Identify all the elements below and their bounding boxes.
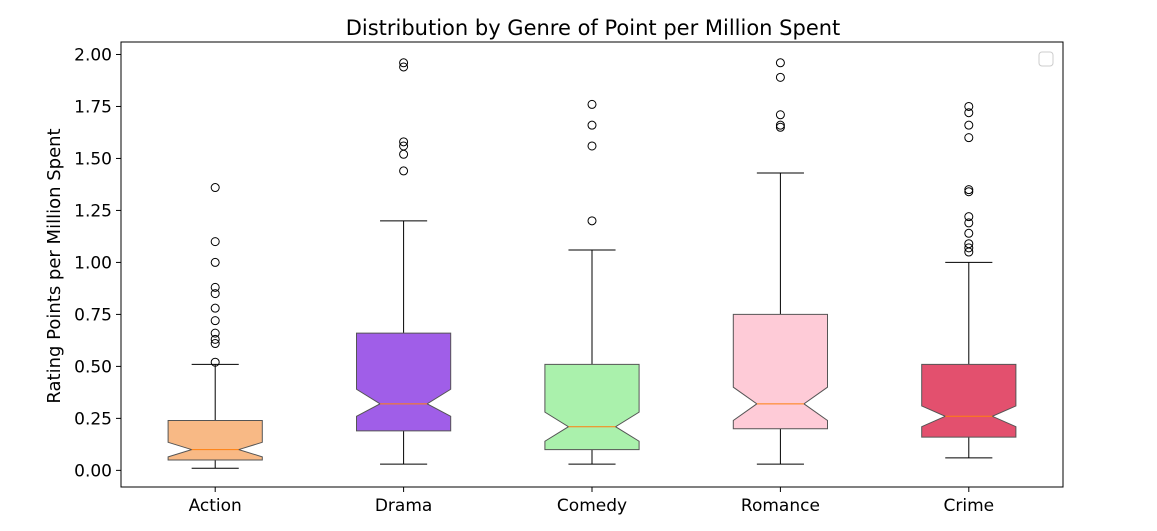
legend-box [1038,51,1054,67]
y-axis-label: Rating Points per Million Spent [44,128,65,403]
outlier-point [210,303,220,313]
y-axis: 0.00 0.25 0.50 0.75 1.00 1.25 1.50 1.75 2.00 [74,45,121,481]
outlier-point [964,185,974,195]
y-tick-label: 0.50 [74,357,112,377]
outlier-point [587,120,597,130]
outlier-point [964,187,974,197]
box-crime [921,101,1017,459]
notched-box [921,363,1017,438]
box-drama [356,58,452,465]
outlier-point [399,149,409,159]
outlier-point [964,133,974,143]
outlier-point [775,110,785,120]
x-tick-label: Comedy [557,496,627,516]
outlier-point [964,243,974,253]
notched-box [167,419,263,461]
outlier-point [210,328,220,338]
plot-area [167,58,1017,469]
outlier-point [775,72,785,82]
outlier-point [964,108,974,118]
x-tick-label: Action [189,496,242,516]
outlier-point [210,316,220,326]
outlier-point [587,99,597,109]
x-axis: Action Drama Comedy Romance Crime [189,487,994,516]
y-tick-label: 0.00 [74,461,112,481]
outlier-point [210,339,220,349]
outlier-point [964,101,974,111]
x-tick-label: Drama [375,496,432,516]
box-action [167,183,263,469]
outlier-point [964,120,974,130]
outlier-point [210,334,220,344]
y-tick-label: 1.50 [74,149,112,169]
outlier-point [399,137,409,147]
outlier-point [964,212,974,222]
outlier-point [399,141,409,151]
outlier-point [964,239,974,249]
notched-box [732,313,828,430]
outlier-point [399,62,409,72]
x-tick-label: Romance [741,496,820,516]
chart-title: Distribution by Genre of Point per Milli… [346,16,841,40]
outlier-point [210,237,220,247]
outlier-point [587,216,597,226]
outlier-point [964,228,974,238]
y-tick-label: 0.75 [74,305,112,325]
y-tick-label: 1.00 [74,253,112,273]
outlier-point [210,257,220,267]
outlier-point [399,58,409,68]
box-comedy [544,99,640,465]
y-tick-label: 1.25 [74,201,112,221]
outlier-point [964,218,974,228]
notched-box [356,332,452,432]
outlier-point [775,120,785,130]
outlier-point [775,58,785,68]
outlier-point [210,289,220,299]
outlier-point [775,122,785,132]
outlier-point [399,166,409,176]
box-romance [732,58,828,465]
notched-box [544,363,640,451]
outlier-point [587,141,597,151]
y-tick-label: 2.00 [74,45,112,65]
outlier-point [210,357,220,367]
outlier-point [210,183,220,193]
y-tick-label: 1.75 [74,97,112,117]
outlier-point [210,282,220,292]
y-tick-label: 0.25 [74,409,112,429]
x-tick-label: Crime [943,496,994,516]
